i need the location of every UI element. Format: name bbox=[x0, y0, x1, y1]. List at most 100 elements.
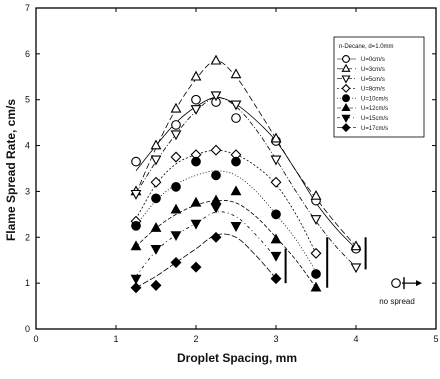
no-spread-annotation: no spread bbox=[379, 297, 415, 306]
legend-label: U=0cm/s bbox=[361, 57, 385, 63]
x-tick-label: 5 bbox=[433, 334, 438, 344]
fit-curves bbox=[135, 60, 357, 289]
data-point bbox=[150, 155, 162, 166]
data-point bbox=[270, 273, 282, 285]
data-point bbox=[170, 231, 182, 242]
y-axis-title: Flame Spread Rate, cm/s bbox=[4, 99, 18, 241]
legend-label: U=5cm/s bbox=[361, 77, 385, 83]
data-point bbox=[171, 181, 181, 192]
data-point bbox=[190, 105, 202, 115]
data-point bbox=[150, 139, 162, 150]
fit-curve bbox=[135, 149, 317, 254]
data-point bbox=[190, 261, 202, 273]
y-tick-label: 1 bbox=[25, 278, 30, 288]
data-point bbox=[131, 156, 141, 167]
fit-curve bbox=[135, 211, 277, 277]
legend-label: U=3cm/s bbox=[361, 67, 385, 73]
data-point bbox=[191, 156, 201, 167]
x-tick-label: 0 bbox=[33, 334, 38, 344]
data-point bbox=[210, 91, 222, 102]
fit-curve bbox=[135, 200, 317, 288]
plot-area-border bbox=[35, 7, 437, 330]
legend-marker bbox=[342, 94, 350, 103]
fit-curve bbox=[135, 170, 317, 272]
data-point bbox=[230, 100, 242, 111]
data-point bbox=[191, 94, 201, 105]
x-axis-title: Droplet Spacing, mm bbox=[177, 351, 297, 365]
data-point bbox=[271, 209, 281, 220]
data-point bbox=[130, 282, 142, 294]
data-point bbox=[310, 189, 322, 200]
data-point bbox=[150, 222, 162, 232]
y-tick-label: 6 bbox=[25, 49, 30, 59]
fit-curve bbox=[135, 96, 357, 268]
plot-frame bbox=[35, 7, 437, 330]
x-tick-label: 1 bbox=[113, 334, 118, 344]
legend: n-Decane, d=1.0mm U=0cm/s U=3cm/s U=5cm/s U=… bbox=[333, 36, 425, 138]
y-tick-label: 3 bbox=[25, 186, 30, 196]
data-point bbox=[210, 231, 222, 243]
data-point bbox=[391, 278, 401, 288]
y-tick-label: 5 bbox=[25, 95, 30, 105]
legend-label: U=17cm/s bbox=[361, 126, 388, 132]
data-point bbox=[350, 263, 362, 274]
data-points bbox=[130, 54, 422, 294]
data-point bbox=[270, 155, 282, 166]
legend-label: U=15cm/s bbox=[361, 116, 388, 122]
data-point bbox=[350, 240, 362, 251]
data-point bbox=[270, 132, 282, 143]
legend-title: n-Decane, d=1.0mm bbox=[339, 44, 394, 50]
fit-curve bbox=[135, 96, 357, 250]
data-point bbox=[130, 189, 142, 200]
legend-label: U=12cm/s bbox=[361, 106, 388, 112]
legend-marker bbox=[341, 114, 351, 123]
data-point bbox=[190, 219, 202, 230]
fit-curve bbox=[135, 233, 277, 289]
data-point bbox=[211, 170, 221, 181]
x-tick-label: 3 bbox=[273, 334, 278, 344]
legend-marker bbox=[341, 75, 351, 84]
legend-marker bbox=[342, 55, 350, 63]
data-point bbox=[210, 54, 222, 65]
data-point bbox=[150, 244, 162, 255]
data-point bbox=[210, 144, 222, 156]
legend-marker bbox=[341, 83, 351, 93]
data-point bbox=[210, 203, 222, 214]
legend-marker bbox=[341, 63, 351, 72]
data-point bbox=[171, 120, 181, 130]
x-tick-label: 4 bbox=[353, 334, 358, 344]
data-point bbox=[270, 176, 282, 188]
data-point bbox=[170, 257, 182, 268]
data-point bbox=[151, 193, 161, 204]
legend-marker bbox=[341, 102, 351, 112]
data-point bbox=[150, 176, 162, 188]
data-point bbox=[170, 203, 182, 214]
y-tick-label: 4 bbox=[25, 141, 30, 151]
data-point bbox=[310, 247, 322, 259]
data-point bbox=[230, 222, 242, 232]
legend-label: U=8cm/s bbox=[361, 87, 385, 93]
data-point bbox=[210, 194, 222, 205]
data-point bbox=[310, 215, 322, 226]
data-point bbox=[270, 251, 282, 262]
data-point bbox=[131, 220, 141, 231]
data-point bbox=[190, 70, 202, 81]
data-point bbox=[311, 269, 321, 279]
data-point bbox=[230, 185, 242, 196]
data-point bbox=[310, 281, 322, 292]
x-tick-label: 2 bbox=[193, 334, 198, 344]
no-spread-arrow-head bbox=[416, 280, 422, 287]
data-point bbox=[130, 240, 142, 251]
data-point bbox=[190, 196, 202, 207]
data-point bbox=[231, 156, 241, 167]
data-point bbox=[231, 113, 241, 123]
spread-limit-markers bbox=[284, 237, 367, 288]
data-point bbox=[170, 151, 182, 163]
data-point bbox=[130, 274, 142, 285]
data-point bbox=[270, 233, 282, 244]
legend-label: U=10cm/s bbox=[361, 96, 388, 102]
legend-marker bbox=[341, 123, 351, 133]
y-tick-label: 0 bbox=[25, 324, 30, 334]
data-point bbox=[170, 130, 182, 141]
